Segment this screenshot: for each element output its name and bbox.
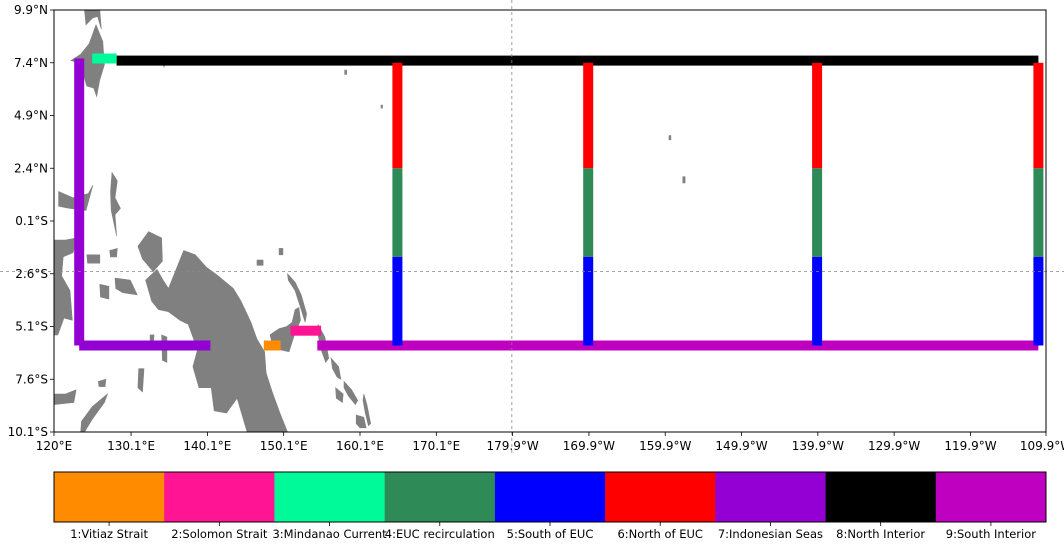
colorbar-label: 9:South Interior bbox=[946, 527, 1036, 541]
x-tick-label: 129.9°W bbox=[868, 439, 920, 453]
land-santa-isabel bbox=[343, 380, 359, 406]
y-tick-label: 9.9°N bbox=[14, 3, 48, 17]
land-fanning bbox=[668, 135, 672, 141]
section-layer bbox=[74, 53, 1044, 351]
colorbar-swatch bbox=[494, 472, 606, 522]
colorbar-swatch bbox=[384, 472, 496, 522]
crosshair bbox=[0, 0, 1064, 454]
x-tick-label: 120°E bbox=[36, 439, 73, 453]
land-new-guinea bbox=[145, 250, 288, 432]
x-tick-label: 170.1°E bbox=[412, 439, 460, 453]
colorbar-swatch bbox=[274, 472, 386, 522]
land-obi bbox=[109, 247, 118, 258]
colorbar-label: 3:Mindanao Current bbox=[272, 527, 387, 541]
land-seram bbox=[114, 277, 138, 296]
y-axis: 9.9°N 7.4°N 4.9°N 2.4°N 0.1°S 2.6°S 5.1°S 7.6°S… bbox=[8, 3, 54, 439]
land-vogelkop bbox=[137, 231, 163, 273]
x-tick-label: 109.9°W bbox=[1020, 439, 1064, 453]
section-5-segment bbox=[812, 256, 823, 346]
land-halmahera bbox=[110, 171, 121, 236]
colorbar-swatch bbox=[715, 472, 826, 522]
land-malaita bbox=[362, 393, 372, 427]
land-ponape bbox=[344, 69, 347, 75]
land-wetar bbox=[97, 378, 107, 387]
section-6-segment bbox=[392, 62, 403, 169]
land-luzon-visayas bbox=[84, 10, 102, 30]
section-3-segment bbox=[92, 53, 117, 64]
colorbar-label: 5:South of EUC bbox=[507, 527, 594, 541]
colorbar-swatch bbox=[935, 472, 1047, 522]
section-9-segment bbox=[317, 340, 1039, 351]
x-axis: 120°E 130.1°E 140.1°E 150.1°E 160.1°E 170.1°E… bbox=[36, 432, 1064, 453]
land-tanimbar bbox=[137, 368, 145, 393]
land-mussau bbox=[278, 248, 284, 256]
y-tick-label: 7.6°S bbox=[15, 372, 48, 386]
colorbar-label: 8:North Interior bbox=[836, 527, 925, 541]
y-tick-label: 5.1°S bbox=[15, 320, 48, 334]
land-choiseul bbox=[330, 357, 342, 380]
section-4-segment bbox=[392, 168, 403, 257]
colorbar-swatch bbox=[605, 472, 716, 522]
y-tick-label: 7.4°N bbox=[14, 56, 48, 70]
section-5-segment bbox=[392, 256, 403, 346]
land-new-georgia bbox=[335, 387, 344, 404]
land-manus bbox=[256, 259, 264, 266]
colorbar-swatch bbox=[54, 472, 165, 522]
section-2-segment bbox=[290, 325, 322, 336]
x-tick-label: 139.9°W bbox=[792, 439, 844, 453]
colorbar-label: 6:North of EUC bbox=[617, 527, 702, 541]
section-4-segment bbox=[583, 168, 594, 257]
land-guadalcanal bbox=[355, 414, 367, 429]
x-tick-label: 130.1°E bbox=[107, 439, 155, 453]
y-tick-label: 10.1°S bbox=[8, 425, 48, 439]
section-4-segment bbox=[812, 168, 823, 257]
x-tick-label: 159.9°W bbox=[639, 439, 691, 453]
land-timor bbox=[80, 393, 109, 432]
section-6-segment bbox=[583, 62, 594, 169]
x-tick-label: 179.9°W bbox=[486, 439, 538, 453]
colorbar-label: 4:EUC recirculation bbox=[385, 527, 495, 541]
land-sula bbox=[86, 254, 101, 264]
colorbar: 1:Vitiaz Strait 2:Solomon Strait 3:Mindana… bbox=[53, 471, 1047, 541]
colorbar-frame bbox=[53, 471, 1047, 523]
y-tick-label: 0.1°S bbox=[15, 214, 48, 228]
colorbar-swatch bbox=[825, 472, 937, 522]
x-tick-label: 169.9°W bbox=[563, 439, 615, 453]
x-tick-label: 149.9°W bbox=[715, 439, 767, 453]
land-new-ireland bbox=[287, 272, 307, 323]
x-tick-label: 140.1°E bbox=[183, 439, 231, 453]
section-7-segment bbox=[79, 340, 211, 351]
section-7-segment bbox=[74, 58, 85, 346]
section-4-segment bbox=[1033, 168, 1044, 257]
colorbar-label: 2:Solomon Strait bbox=[171, 527, 268, 541]
section-6-segment bbox=[812, 62, 823, 169]
y-tick-label: 2.4°N bbox=[14, 161, 48, 175]
y-tick-label: 4.9°N bbox=[14, 109, 48, 123]
x-tick-label: 150.1°E bbox=[260, 439, 308, 453]
x-tick-label: 119.9°W bbox=[944, 439, 996, 453]
section-1-segment bbox=[263, 340, 281, 351]
land-kiritimati bbox=[682, 176, 686, 184]
land-kosrae bbox=[380, 104, 383, 109]
land-buru bbox=[99, 283, 110, 300]
map-area bbox=[0, 0, 1064, 454]
colorbar-label: 1:Vitiaz Strait bbox=[70, 527, 148, 541]
colorbar-label: 7:Indonesian Seas bbox=[718, 527, 823, 541]
section-8-segment bbox=[116, 55, 1039, 66]
section-6-segment bbox=[1033, 62, 1044, 169]
colorbar-swatch bbox=[164, 472, 275, 522]
x-tick-label: 160.1°E bbox=[336, 439, 384, 453]
section-5-segment bbox=[583, 256, 594, 346]
land-mindanao bbox=[70, 23, 105, 98]
y-tick-label: 2.6°S bbox=[15, 267, 48, 281]
land-flores bbox=[54, 389, 77, 405]
section-5-segment bbox=[1033, 256, 1044, 346]
